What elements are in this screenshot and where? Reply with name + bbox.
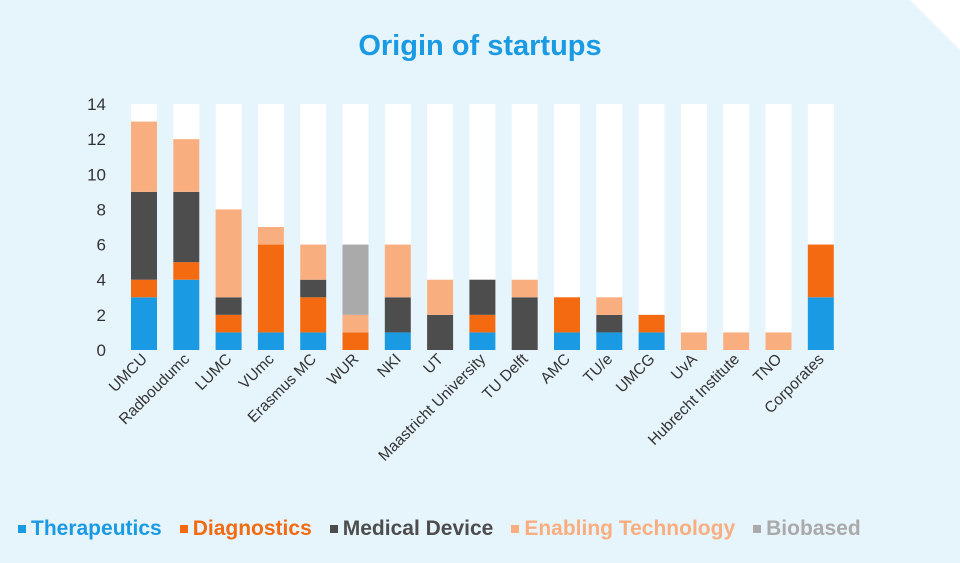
bar-segment-enabling-technology bbox=[257, 227, 284, 245]
bar-segment-medical-device bbox=[215, 297, 242, 315]
category-label: UT bbox=[420, 350, 447, 377]
legend-item: Biobased bbox=[753, 517, 861, 541]
y-tick-label: 4 bbox=[97, 271, 106, 290]
legend-item: Therapeutics bbox=[18, 517, 162, 541]
legend-label: Biobased bbox=[766, 517, 861, 540]
legend: Therapeutics Diagnostics Medical Device Ena… bbox=[18, 514, 861, 544]
legend-swatch bbox=[753, 525, 762, 533]
bar-segment-diagnostics bbox=[173, 262, 200, 280]
bar-segment-therapeutics bbox=[384, 332, 411, 350]
bar-segment-enabling-technology bbox=[342, 314, 369, 333]
bar-segment-therapeutics bbox=[469, 332, 496, 350]
category-label: UvA bbox=[668, 350, 701, 383]
bar-segment-enabling-technology bbox=[131, 121, 157, 192]
y-tick-label: 14 bbox=[87, 95, 106, 114]
bar-segment-therapeutics bbox=[638, 332, 665, 350]
legend-label: Enabling Technology bbox=[524, 517, 736, 540]
bar-segment-medical-device bbox=[511, 297, 538, 350]
y-tick-label: 2 bbox=[97, 306, 106, 325]
bar-segment-medical-device bbox=[427, 314, 454, 350]
bar-segment-diagnostics bbox=[638, 314, 665, 333]
bar-segment-enabling-technology bbox=[215, 209, 242, 298]
bar-segment-enabling-technology bbox=[596, 297, 623, 315]
bar-segment-diagnostics bbox=[215, 314, 242, 333]
bar-segment-therapeutics bbox=[596, 332, 623, 350]
bar-background bbox=[723, 104, 750, 350]
bar-segment-enabling-technology bbox=[300, 244, 327, 280]
bar-segment-diagnostics bbox=[469, 314, 496, 333]
bar-segment-enabling-technology bbox=[680, 332, 707, 350]
category-label: UMCG bbox=[613, 351, 659, 397]
bar-segment-enabling-technology bbox=[173, 139, 200, 192]
bar-segment-therapeutics bbox=[173, 279, 200, 350]
bar-segment-therapeutics bbox=[131, 297, 157, 350]
bar-segment-diagnostics bbox=[342, 332, 369, 350]
legend-swatch bbox=[18, 525, 26, 533]
category-label: WUR bbox=[324, 351, 362, 389]
bar-segment-enabling-technology bbox=[511, 279, 538, 298]
bar-segment-enabling-technology bbox=[427, 279, 454, 315]
bar-segment-therapeutics bbox=[554, 332, 580, 350]
bar-background bbox=[638, 104, 665, 350]
legend-item: Diagnostics bbox=[179, 517, 312, 541]
bar-segment-therapeutics bbox=[300, 332, 327, 350]
bar-segment-therapeutics bbox=[257, 332, 284, 350]
bars bbox=[131, 104, 834, 350]
legend-label: Therapeutics bbox=[31, 517, 162, 540]
y-tick-label: 0 bbox=[97, 341, 106, 360]
y-tick-label: 8 bbox=[97, 200, 106, 219]
bar-segment-diagnostics bbox=[807, 244, 834, 298]
bar-segment-diagnostics bbox=[131, 279, 157, 298]
bar-segment-diagnostics bbox=[257, 244, 284, 333]
bar-segment-medical-device bbox=[173, 191, 200, 263]
bar-segment-diagnostics bbox=[300, 297, 327, 333]
bar-segment-diagnostics bbox=[554, 297, 580, 333]
bar-segment-enabling-technology bbox=[723, 332, 750, 350]
bar-background bbox=[680, 104, 707, 350]
bar-segment-medical-device bbox=[300, 279, 327, 298]
bar-segment-medical-device bbox=[131, 191, 157, 280]
y-tick-label: 10 bbox=[87, 165, 106, 184]
legend-swatch bbox=[329, 525, 338, 533]
category-label: LUMC bbox=[192, 351, 235, 394]
bar-segment-therapeutics bbox=[215, 332, 242, 350]
category-label: NKI bbox=[374, 351, 404, 381]
bar-segment-medical-device bbox=[596, 314, 623, 333]
bar-segment-medical-device bbox=[384, 297, 411, 333]
legend-item: Medical Device bbox=[329, 517, 494, 541]
legend-swatch bbox=[511, 525, 520, 533]
bar-segment-therapeutics bbox=[807, 297, 834, 350]
bar-segment-enabling-technology bbox=[384, 244, 411, 298]
legend-label: Diagnostics bbox=[192, 517, 312, 540]
legend-label: Medical Device bbox=[342, 517, 494, 540]
category-label: TU/e bbox=[580, 351, 616, 387]
bar-segment-biobased bbox=[342, 244, 369, 315]
category-label: TNO bbox=[750, 351, 785, 386]
bar-segment-enabling-technology bbox=[765, 332, 792, 350]
chart-title: Origin of startups bbox=[358, 30, 602, 62]
category-label: TU Delft bbox=[479, 350, 532, 403]
bar-background bbox=[765, 104, 792, 350]
legend-item: Enabling Technology bbox=[511, 517, 735, 541]
y-tick-label: 6 bbox=[97, 236, 106, 255]
bar-segment-medical-device bbox=[469, 279, 496, 315]
y-axis: 0 2 4 6 8 10 12 14 bbox=[87, 95, 106, 360]
y-tick-label: 12 bbox=[87, 130, 106, 149]
category-label: AMC bbox=[537, 351, 573, 387]
legend-swatch bbox=[179, 525, 188, 533]
